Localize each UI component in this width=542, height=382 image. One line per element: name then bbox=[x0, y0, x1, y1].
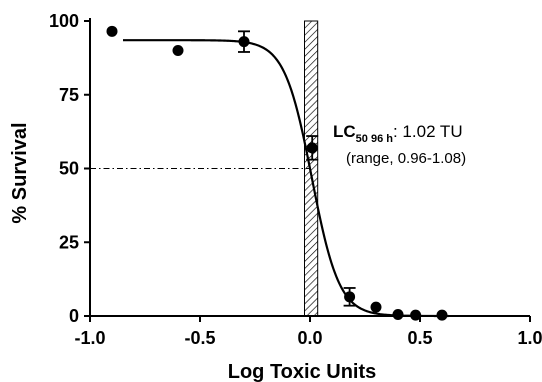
data-point-3 bbox=[306, 142, 318, 154]
data-point-0 bbox=[106, 25, 118, 37]
data-point-5 bbox=[370, 301, 382, 313]
data-point-2 bbox=[238, 36, 250, 48]
data-point-1 bbox=[172, 45, 184, 56]
lc50-subscript: 50 96 h bbox=[356, 133, 394, 145]
x-axis-title: Log Toxic Units bbox=[228, 361, 377, 382]
y-tick-label-1: 25 bbox=[59, 232, 79, 252]
y-tick-label-0: 0 bbox=[69, 306, 79, 326]
lc50-label: LC bbox=[333, 122, 356, 141]
x-tick-label-1: -0.5 bbox=[184, 328, 215, 348]
labels-layer: % Survival Log Toxic Units LC50 96 h: 1.… bbox=[9, 122, 466, 382]
fit-curve bbox=[123, 39, 449, 318]
data-point-6 bbox=[392, 309, 404, 321]
x-tick-label-0: -1.0 bbox=[74, 328, 105, 348]
data-points-layer bbox=[106, 25, 448, 321]
axes-layer: -1.0 -0.5 0.0 0.5 1.0 0 25 50 75 100 bbox=[49, 11, 542, 348]
lc50-range-text: (range, 0.96-1.08) bbox=[346, 150, 466, 167]
y-tick-label-3: 75 bbox=[59, 85, 79, 105]
x-tick-label-2: 0.0 bbox=[297, 328, 322, 348]
data-point-4 bbox=[344, 291, 356, 303]
fit-curve-layer bbox=[123, 39, 449, 318]
lc50-annotation: LC50 96 h: 1.02 TU bbox=[333, 122, 463, 145]
x-tick-label-3: 0.5 bbox=[407, 328, 432, 348]
y-tick-label-4: 100 bbox=[49, 11, 79, 31]
x-tick-label-4: 1.0 bbox=[517, 328, 542, 348]
y-axis-title: % Survival bbox=[9, 122, 31, 223]
lc50-value: : 1.02 TU bbox=[393, 122, 463, 141]
y-tick-label-2: 50 bbox=[59, 159, 79, 179]
